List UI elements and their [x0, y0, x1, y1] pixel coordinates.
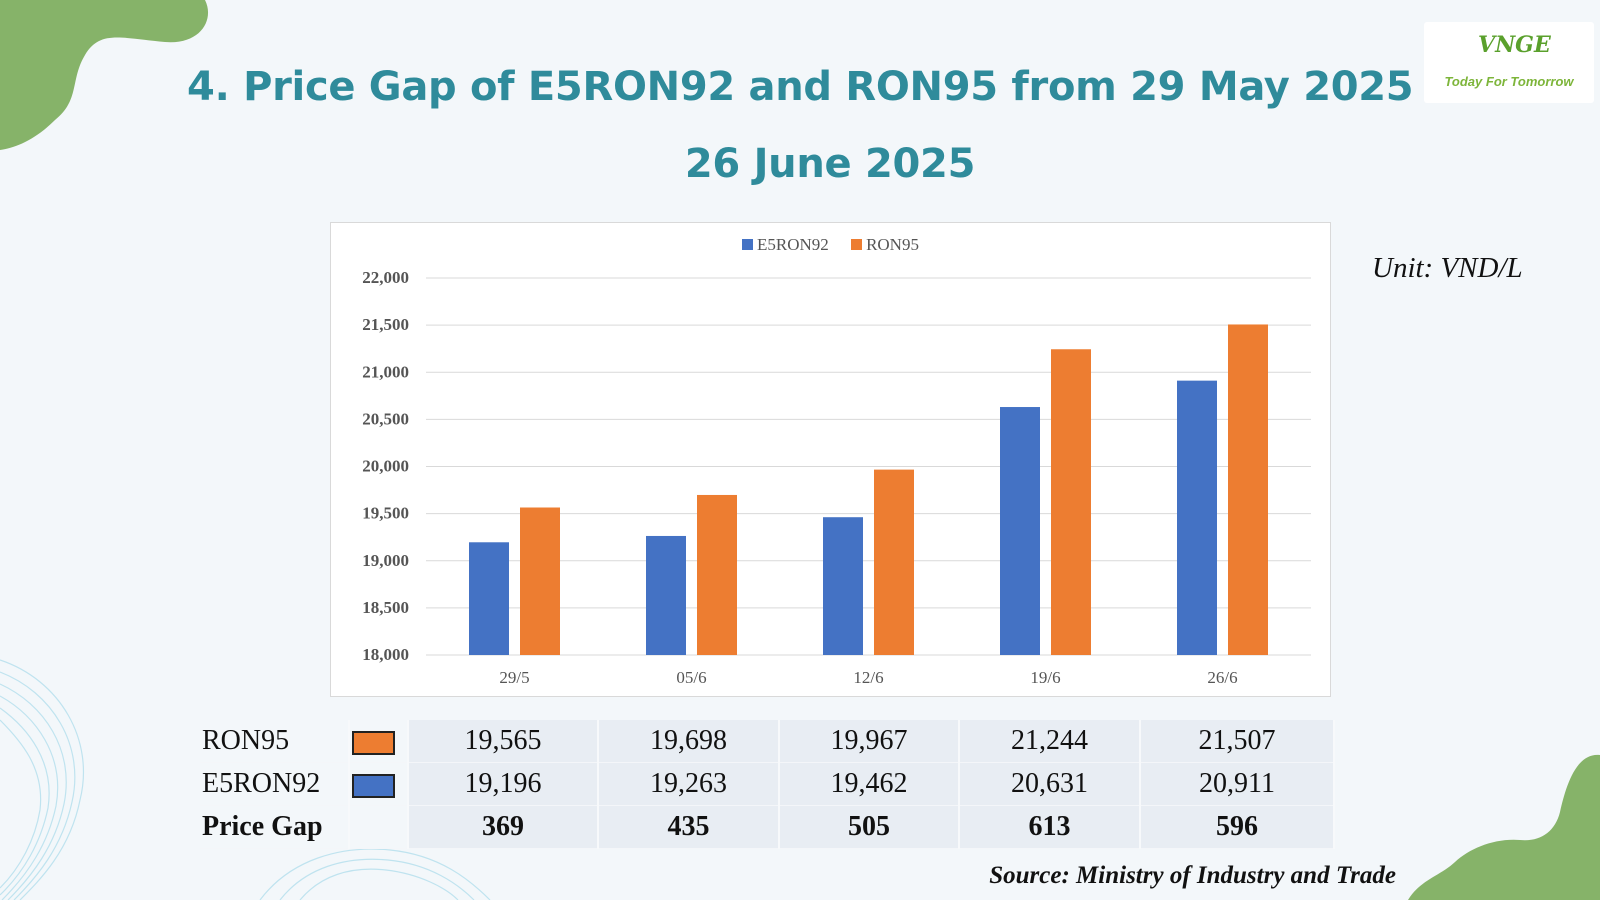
- row-label: RON95: [200, 720, 350, 763]
- table-cell: 19,196: [408, 762, 599, 806]
- legend-label-e5ron92: E5RON92: [757, 235, 829, 254]
- y-tick-label: 21,500: [362, 315, 409, 334]
- x-tick-label: 12/6: [853, 668, 883, 687]
- table-row-ron95: RON95 19,565 19,698 19,967 21,244 21,507: [200, 720, 1335, 763]
- y-tick-label: 20,500: [362, 409, 409, 428]
- bar-e5ron92-26-6: [1177, 380, 1217, 655]
- row-label: E5RON92: [200, 762, 350, 806]
- table-cell: 505: [779, 805, 960, 849]
- chart-plot: 18,000 18,500 19,000 19,500 20,000 20,500 21,0…: [362, 268, 1311, 687]
- page-title-line-1: 4. Price Gap of E5RON92 and RON95 from 2…: [187, 64, 1473, 110]
- table-cell: 19,565: [408, 720, 599, 763]
- bar-e5ron92-19-6: [1000, 407, 1040, 655]
- legend-label-ron95: RON95: [866, 235, 919, 254]
- unit-label: Unit: VND/L: [1372, 252, 1523, 284]
- page-title-line-2: 26 June 2025: [684, 141, 976, 187]
- table-cell: 435: [598, 805, 780, 849]
- table-cell: 19,462: [779, 762, 960, 806]
- legend-item-e5ron92: E5RON92: [742, 235, 829, 255]
- logo-tagline: Today For Tomorrow: [1444, 74, 1574, 89]
- bar-ron95-19-6: [1051, 349, 1091, 655]
- ron95-swatch: [352, 730, 395, 755]
- price-table: RON95 19,565 19,698 19,967 21,244 21,507…: [200, 720, 1335, 849]
- row-swatch-cell: [349, 762, 409, 806]
- table-row-e5ron92: E5RON92 19,196 19,263 19,462 20,631 20,9…: [200, 762, 1335, 806]
- row-swatch-cell: [349, 805, 409, 849]
- bar-e5ron92-29-5: [469, 542, 509, 655]
- corner-leaf-top-left: [0, 0, 209, 150]
- y-tick-label: 20,000: [362, 457, 409, 476]
- y-tick-label: 22,000: [362, 268, 409, 287]
- table-cell: 613: [959, 805, 1141, 849]
- corner-leaf-bottom-right: [1408, 754, 1600, 900]
- table-row-price-gap: Price Gap 369 435 505 613 596: [200, 805, 1335, 849]
- x-tick-label: 29/5: [499, 668, 529, 687]
- table-cell: 369: [408, 805, 599, 849]
- table-cell: 21,507: [1140, 720, 1335, 763]
- x-tick-label: 05/6: [676, 668, 706, 687]
- table-cell: 596: [1140, 805, 1335, 849]
- vnge-logo: VNGE Today For Tomorrow: [1424, 22, 1594, 103]
- y-tick-label: 18,000: [362, 645, 409, 664]
- chart-legend: E5RON92 RON95: [331, 235, 1330, 255]
- row-label: Price Gap: [200, 805, 350, 849]
- bar-ron95-29-5: [520, 507, 560, 655]
- bar-chart: E5RON92 RON95 18,000 18,500 19,000 19,500 20…: [330, 222, 1331, 697]
- y-tick-label: 19,000: [362, 551, 409, 570]
- bar-ron95-26-6: [1228, 324, 1268, 655]
- x-tick-label: 19/6: [1030, 668, 1060, 687]
- y-tick-label: 18,500: [362, 598, 409, 617]
- bar-ron95-05-6: [697, 494, 737, 655]
- table-cell: 19,698: [598, 720, 780, 763]
- table-cell: 21,244: [959, 720, 1141, 763]
- row-swatch-cell: [349, 720, 409, 763]
- table-cell: 20,631: [959, 762, 1141, 806]
- legend-swatch-ron95: [851, 239, 863, 250]
- legend-swatch-e5ron92: [742, 239, 754, 250]
- x-tick-label: 26/6: [1207, 668, 1237, 687]
- y-tick-label: 19,500: [362, 504, 409, 523]
- bar-e5ron92-12-6: [823, 517, 863, 655]
- bar-e5ron92-05-6: [646, 535, 686, 655]
- e5ron92-swatch: [352, 773, 395, 798]
- source-note: Source: Ministry of Industry and Trade: [989, 862, 1396, 889]
- legend-item-ron95: RON95: [851, 235, 919, 255]
- table-cell: 19,967: [779, 720, 960, 763]
- y-tick-label: 21,000: [362, 362, 409, 381]
- table-cell: 19,263: [598, 762, 780, 806]
- logo-name: VNGE: [1478, 32, 1551, 58]
- table-cell: 20,911: [1140, 762, 1335, 806]
- bar-ron95-12-6: [874, 469, 914, 655]
- wave-lines-bottom-left: [0, 659, 491, 900]
